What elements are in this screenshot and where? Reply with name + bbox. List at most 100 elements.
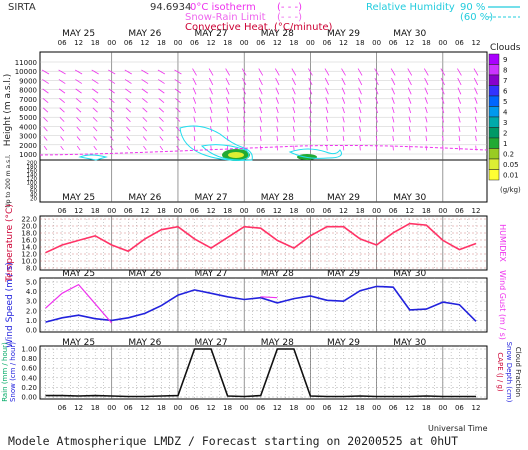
wind-arrow: [325, 87, 329, 95]
wind-arrow: [458, 126, 461, 132]
temperature-ytick: 8.0: [26, 265, 37, 273]
wind-arrow: [76, 145, 81, 151]
wind-arrow: [274, 68, 280, 76]
clouds-ylabel: Height (m a.s.l.): [3, 74, 13, 147]
wind-arrow: [91, 69, 99, 75]
wind-arrow: [124, 79, 132, 84]
hour-tick-label: 00: [174, 39, 183, 47]
day-label: MAY 27: [195, 269, 228, 279]
wind-arrow: [92, 107, 98, 113]
wind-arrow: [258, 87, 263, 95]
wind-arrow: [141, 98, 148, 103]
cloud-legend-label: 1: [503, 140, 507, 148]
day-label: MAY 30: [393, 29, 426, 39]
wind-arrow: [259, 116, 262, 123]
hour-tick-label: 00: [306, 207, 315, 215]
wind-arrow: [93, 126, 98, 132]
day-label: MAY 28: [261, 193, 294, 203]
wind-arrow: [75, 98, 82, 103]
wind-arrow: [42, 107, 49, 113]
wind-arrow: [357, 77, 363, 86]
day-label: MAY 30: [393, 269, 426, 279]
legend-isotherm-mark: (- - -): [277, 2, 302, 13]
wind-arrow: [358, 106, 362, 114]
footer-caption: Modele Atmospherique LMDZ / Forecast sta…: [8, 434, 458, 448]
wind-arrow: [458, 106, 461, 114]
temperature-rlabel: HUMIDEX: [498, 224, 507, 262]
clouds-ytick: 2000: [19, 142, 37, 150]
wind-arrow: [342, 106, 345, 114]
wind-arrow: [193, 126, 196, 132]
wind-arrow: [42, 98, 49, 103]
wind-arrow: [142, 117, 148, 122]
wind-arrow: [292, 87, 296, 95]
wind-arrow: [359, 126, 362, 132]
wind-arrow: [358, 116, 362, 123]
wind-arrow: [375, 145, 378, 151]
hour-tick-label: 06: [190, 207, 199, 215]
hour-tick-label: 12: [273, 39, 282, 47]
wind-arrow: [458, 116, 461, 123]
wind-arrow: [325, 97, 329, 104]
hour-tick-label: 06: [256, 39, 265, 47]
clouds-ytick: 7000: [19, 96, 37, 104]
wind-arrow: [126, 136, 131, 141]
wind-arrow: [192, 97, 197, 104]
day-label: MAY 26: [128, 29, 161, 39]
wind-arrow: [141, 69, 149, 75]
wind-arrow: [293, 145, 295, 151]
wind-arrow: [375, 126, 378, 132]
clouds-ytick-low: 180: [27, 165, 38, 171]
wind-arrow: [174, 79, 182, 84]
wind-arrow: [292, 97, 296, 104]
precip-rlabel-cloudfrac: Cloud Fraction: [514, 347, 522, 397]
wind-arrow: [292, 116, 296, 123]
precip-panel: [39, 345, 488, 400]
hour-tick-label: 12: [140, 404, 149, 412]
wind-arrow: [243, 116, 246, 123]
clouds-ytick-low: 80: [30, 185, 37, 191]
wind-ytick: 5.0: [26, 279, 37, 287]
wind-ytick: 4.0: [26, 288, 37, 296]
wind-arrow: [408, 135, 411, 142]
hour-tick-label: 12: [405, 39, 414, 47]
precip-ytick: 1.00: [21, 346, 37, 354]
wind-arrow: [392, 135, 394, 142]
wind-rlabel: Wind Gust (m / s): [498, 270, 507, 340]
wind-arrow: [275, 87, 280, 95]
wind-arrow: [43, 136, 48, 141]
cloud-legend-swatch: [488, 85, 500, 97]
wind-arrow: [93, 136, 98, 141]
wind-arrow: [374, 87, 379, 95]
day-label: MAY 26: [128, 338, 161, 348]
rh90-contour-3: [288, 148, 342, 159]
wind-arrow: [424, 97, 428, 104]
wind-arrow: [242, 106, 246, 114]
wind-arrow: [174, 88, 182, 94]
wind-arrow: [392, 126, 395, 132]
wind-arrow: [408, 126, 411, 132]
hour-tick-label: 06: [124, 39, 133, 47]
wind-arrow: [75, 107, 82, 113]
cloud-legend-label: 0.05: [503, 161, 519, 169]
day-label: MAY 27: [195, 338, 228, 348]
wind-arrow: [341, 97, 346, 104]
temperature-panel: [39, 215, 488, 271]
cloud-legend-label: 0.01: [503, 172, 519, 180]
series-line-wind-speed: [45, 285, 477, 323]
wind-arrow: [423, 68, 429, 76]
wind-arrow: [210, 135, 212, 142]
clouds-ytick: 10000: [15, 68, 37, 76]
wind-arrow: [342, 145, 345, 151]
wind-arrow: [59, 117, 65, 122]
day-label: MAY 29: [327, 29, 360, 39]
wind-arrow: [242, 87, 247, 95]
day-label: MAY 30: [393, 338, 426, 348]
hour-tick-label: 00: [438, 39, 447, 47]
wind-arrow: [208, 77, 214, 86]
wind-arrow: [424, 106, 428, 114]
wind-arrow: [74, 69, 83, 75]
wind-arrow: [442, 135, 444, 142]
hour-tick-label: 18: [91, 207, 100, 215]
precip-ytick: 0.80: [21, 355, 37, 363]
